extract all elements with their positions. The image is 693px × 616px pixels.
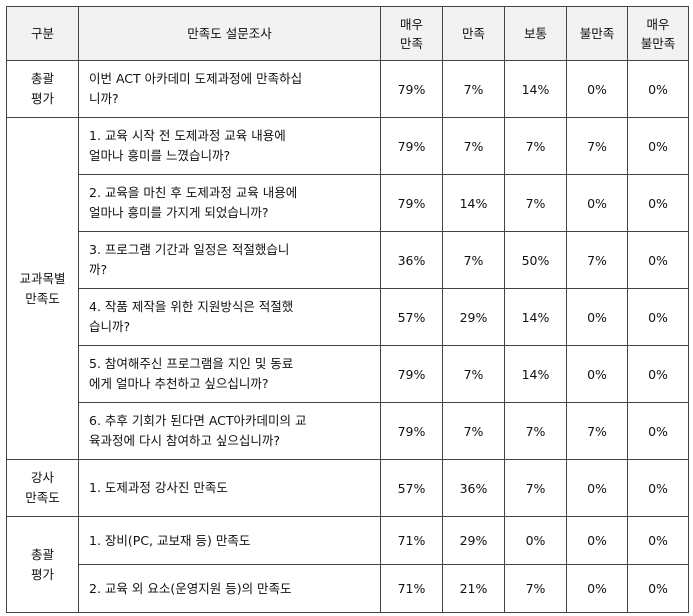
satisfied-value: 7% [442, 231, 505, 289]
question-cell: 1. 교육 시작 전 도제과정 교육 내용에 얼마나 흥미를 느꼈습니까? [78, 117, 381, 175]
very-satisfied-value: 71% [380, 564, 443, 613]
satisfied-value: 36% [442, 459, 505, 517]
very-satisfied-value: 79% [380, 117, 443, 175]
very-dissatisfied-value: 0% [627, 459, 689, 517]
question-cell: 3. 프로그램 기간과 일정은 적절했습니 까? [78, 231, 381, 289]
question-cell: 1. 도제과정 강사진 만족도 [78, 459, 381, 517]
very-satisfied-value: 36% [380, 231, 443, 289]
header-row: 구분 만족도 설문조사 매우 만족 만족 보통 불만족 매우 불만족 [6, 6, 689, 61]
category-cell-overall: 총괄 평가 [6, 60, 79, 118]
header-neutral: 보통 [504, 6, 567, 61]
table-row: 2. 교육을 마친 후 도제과정 교육 내용에 얼마나 흥미를 가지게 되었습니까… [7, 174, 689, 232]
very-satisfied-value: 79% [380, 345, 443, 403]
question-cell: 1. 장비(PC, 교보재 등) 만족도 [78, 516, 381, 565]
neutral-value: 14% [504, 60, 567, 118]
very-satisfied-value: 79% [380, 60, 443, 118]
very-dissatisfied-value: 0% [627, 345, 689, 403]
neutral-value: 7% [504, 564, 567, 613]
very-dissatisfied-value: 0% [627, 564, 689, 613]
question-cell: 이번 ACT 아카데미 도제과정에 만족하십 니까? [78, 60, 381, 118]
header-very-dissatisfied: 매우 불만족 [627, 6, 689, 61]
header-satisfied: 만족 [442, 6, 505, 61]
very-dissatisfied-value: 0% [627, 231, 689, 289]
table-row: 총괄 평가 이번 ACT 아카데미 도제과정에 만족하십 니까? 79% 7% 14… [6, 60, 689, 118]
very-dissatisfied-value: 0% [627, 174, 689, 232]
satisfied-value: 14% [442, 174, 505, 232]
header-survey: 만족도 설문조사 [78, 6, 381, 61]
question-cell: 4. 작품 제작을 위한 지원방식은 적절했 습니까? [78, 288, 381, 346]
very-satisfied-value: 57% [380, 288, 443, 346]
table-row: 4. 작품 제작을 위한 지원방식은 적절했 습니까? 57% 29% 14% 0… [7, 288, 689, 346]
table-row: 2. 교육 외 요소(운영지원 등)의 만족도 71% 21% 7% 0% 0% [7, 564, 689, 613]
satisfied-value: 7% [442, 60, 505, 118]
dissatisfied-value: 0% [566, 60, 628, 118]
question-cell: 2. 교육 외 요소(운영지원 등)의 만족도 [78, 564, 381, 613]
very-satisfied-value: 79% [380, 174, 443, 232]
table-row: 5. 참여해주신 프로그램을 지인 및 동료 에게 얼마나 추천하고 싶으십니까?… [7, 345, 689, 403]
dissatisfied-value: 0% [566, 564, 628, 613]
neutral-value: 7% [504, 459, 567, 517]
neutral-value: 14% [504, 288, 567, 346]
header-very-satisfied: 매우 만족 [380, 6, 443, 61]
satisfied-value: 7% [442, 117, 505, 175]
category-cell-subjects: 교과목별 만족도 [6, 117, 79, 460]
very-dissatisfied-value: 0% [627, 60, 689, 118]
very-satisfied-value: 57% [380, 459, 443, 517]
dissatisfied-value: 7% [566, 231, 628, 289]
very-dissatisfied-value: 0% [627, 402, 689, 460]
dissatisfied-value: 0% [566, 516, 628, 565]
satisfied-value: 29% [442, 288, 505, 346]
neutral-value: 7% [504, 117, 567, 175]
neutral-value: 7% [504, 402, 567, 460]
dissatisfied-value: 0% [566, 345, 628, 403]
satisfaction-survey-table: 구분 만족도 설문조사 매우 만족 만족 보통 불만족 매우 불만족 총괄 평가 이번… [6, 6, 689, 613]
category-cell-overall-2: 총괄 평가 [6, 516, 79, 613]
very-dissatisfied-value: 0% [627, 117, 689, 175]
neutral-value: 0% [504, 516, 567, 565]
header-category: 구분 [6, 6, 79, 61]
very-satisfied-value: 79% [380, 402, 443, 460]
question-cell: 2. 교육을 마친 후 도제과정 교육 내용에 얼마나 흥미를 가지게 되었습니까… [78, 174, 381, 232]
satisfied-value: 7% [442, 345, 505, 403]
satisfied-value: 7% [442, 402, 505, 460]
question-cell: 5. 참여해주신 프로그램을 지인 및 동료 에게 얼마나 추천하고 싶으십니까? [78, 345, 381, 403]
dissatisfied-value: 0% [566, 174, 628, 232]
dissatisfied-value: 7% [566, 117, 628, 175]
dissatisfied-value: 0% [566, 459, 628, 517]
table-row: 교과목별 만족도 1. 교육 시작 전 도제과정 교육 내용에 얼마나 흥미를 느꼈… [6, 117, 689, 460]
question-cell: 6. 추후 기회가 된다면 ACT아카데미의 교 육과정에 다시 참여하고 싶으십… [78, 402, 381, 460]
table-row: 총괄 평가 1. 장비(PC, 교보재 등) 만족도 71% 29% 0% 0% … [6, 516, 689, 613]
neutral-value: 7% [504, 174, 567, 232]
neutral-value: 50% [504, 231, 567, 289]
very-dissatisfied-value: 0% [627, 288, 689, 346]
satisfied-value: 21% [442, 564, 505, 613]
neutral-value: 14% [504, 345, 567, 403]
table-row: 강사 만족도 1. 도제과정 강사진 만족도 57% 36% 7% 0% 0% [6, 459, 689, 517]
table-row: 3. 프로그램 기간과 일정은 적절했습니 까? 36% 7% 50% 7% 0% [7, 231, 689, 289]
header-dissatisfied: 불만족 [566, 6, 628, 61]
table-row: 6. 추후 기회가 된다면 ACT아카데미의 교 육과정에 다시 참여하고 싶으십… [7, 402, 689, 460]
satisfied-value: 29% [442, 516, 505, 565]
very-dissatisfied-value: 0% [627, 516, 689, 565]
category-cell-instructors: 강사 만족도 [6, 459, 79, 517]
very-satisfied-value: 71% [380, 516, 443, 565]
dissatisfied-value: 0% [566, 288, 628, 346]
dissatisfied-value: 7% [566, 402, 628, 460]
